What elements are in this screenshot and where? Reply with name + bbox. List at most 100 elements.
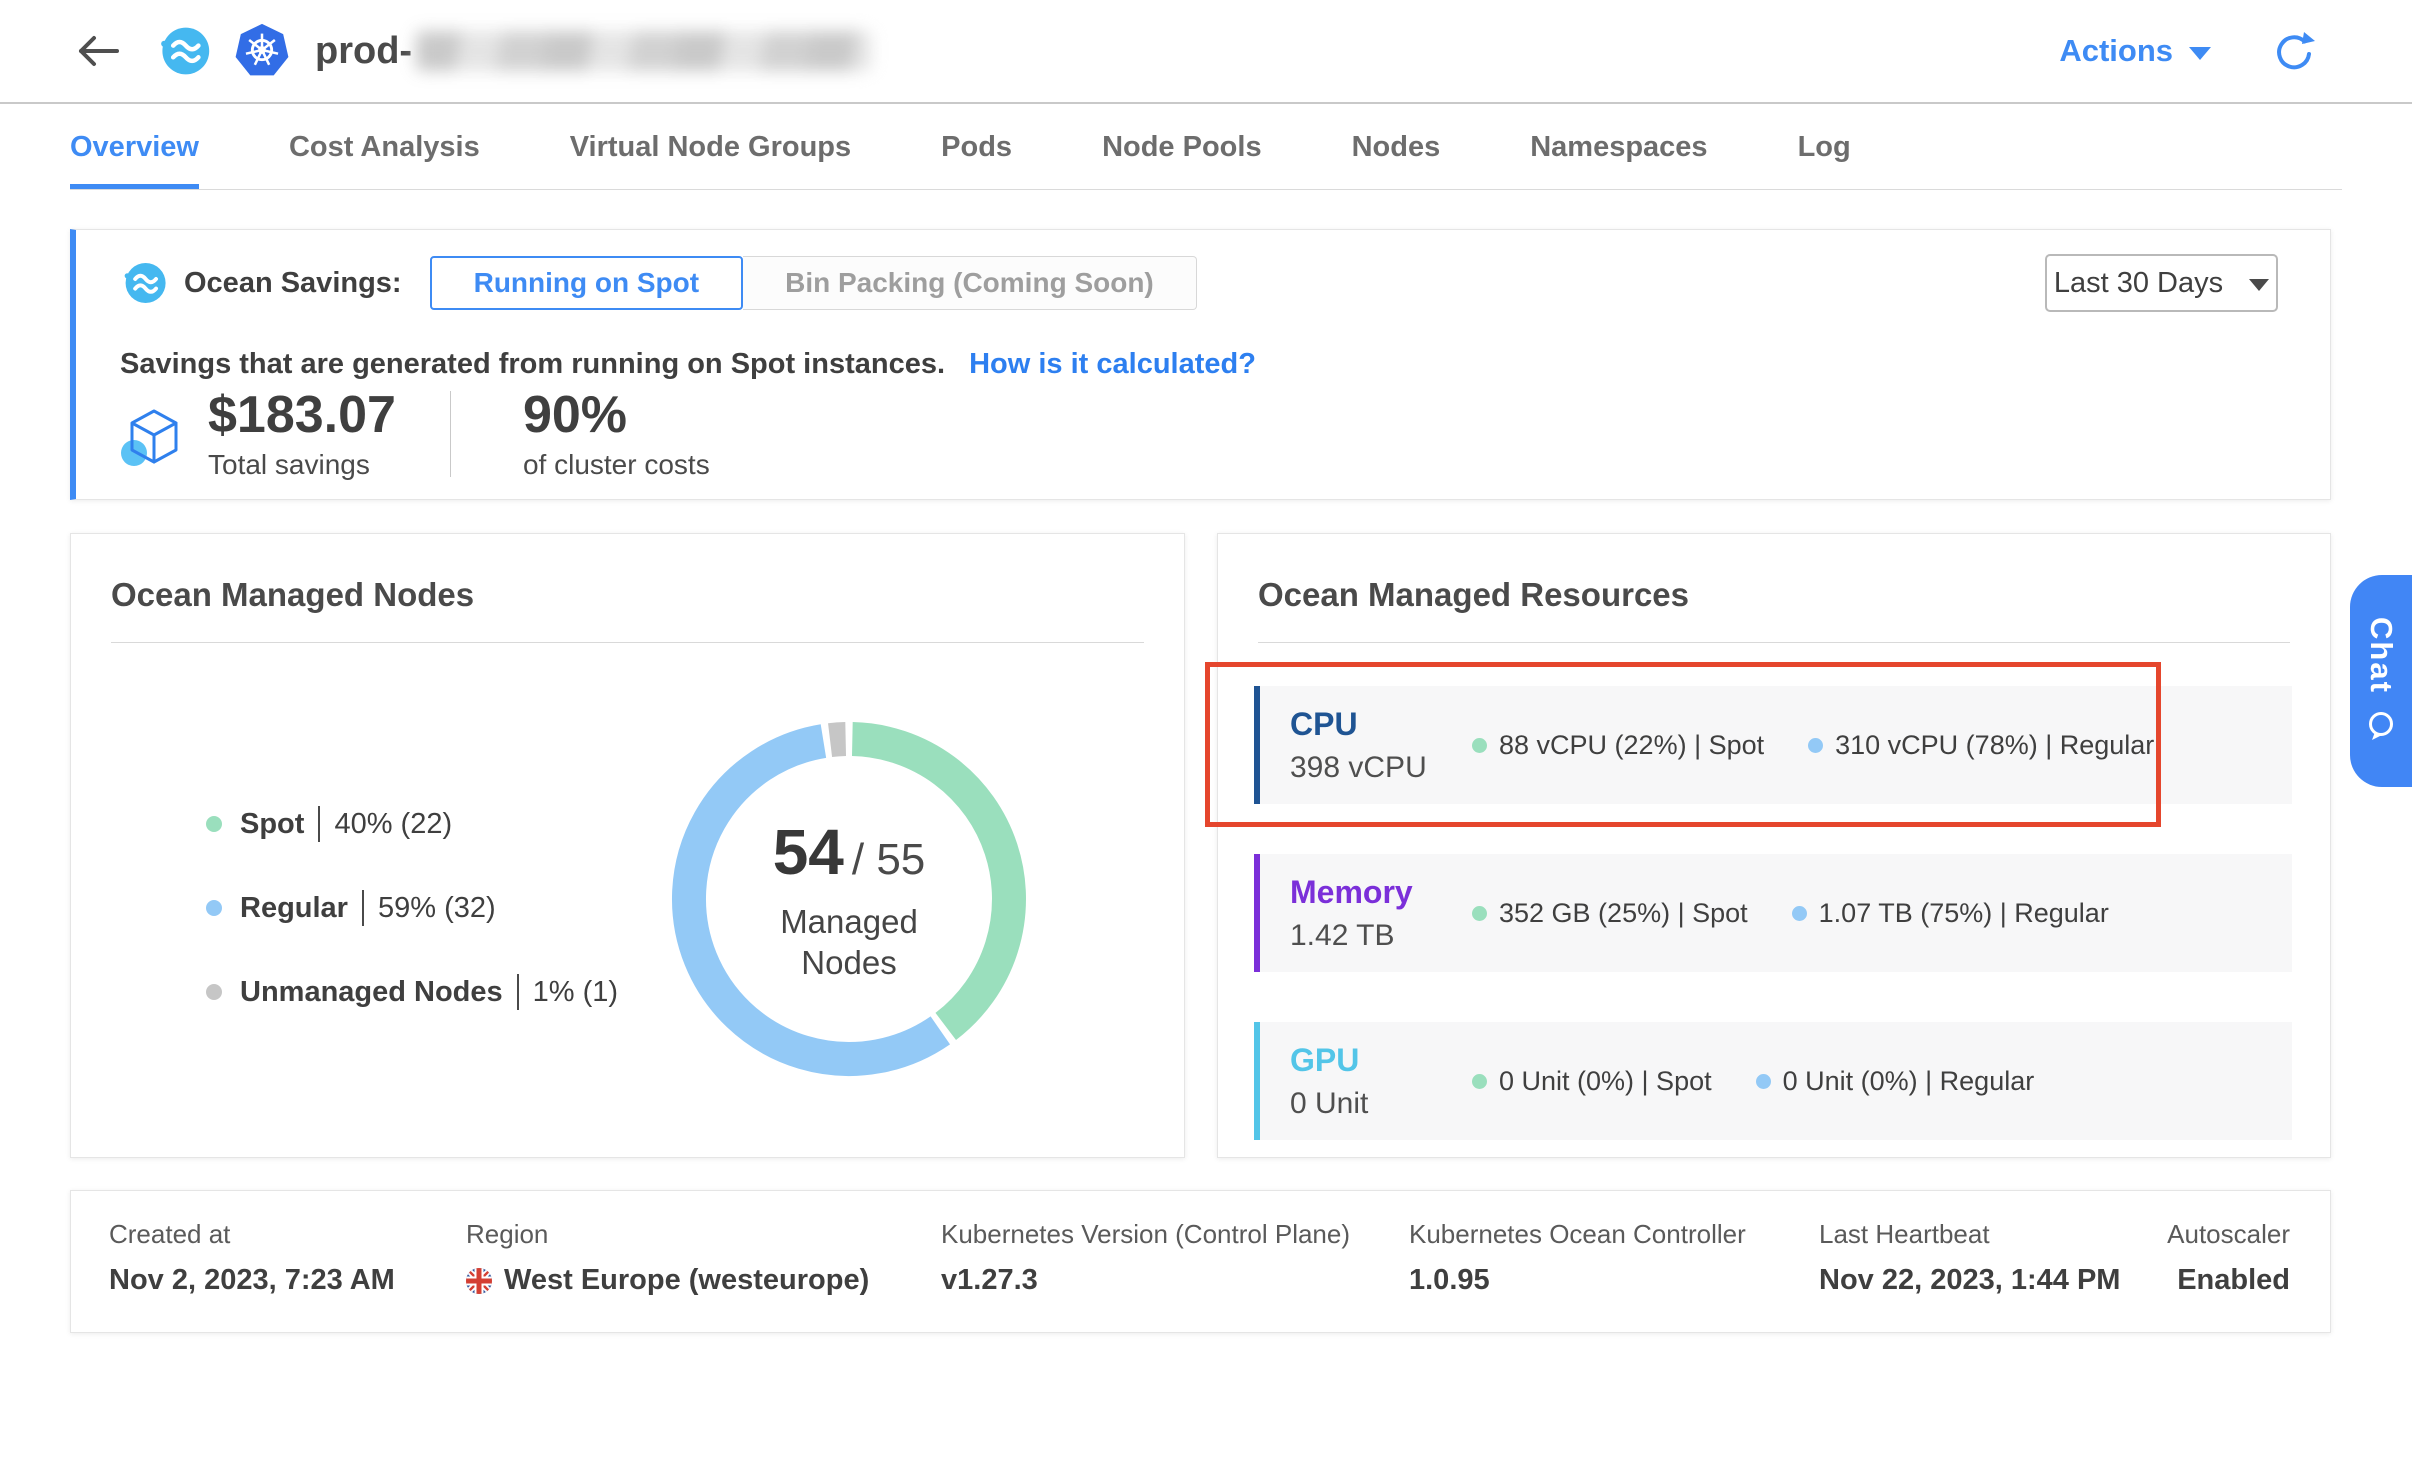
detail-value: Nov 2, 2023, 7:23 AM xyxy=(109,1264,395,1296)
period-dropdown[interactable]: Last 30 Days xyxy=(2045,254,2278,312)
legend-label: Unmanaged Nodes xyxy=(240,975,503,1008)
page-title: prod- xyxy=(315,29,413,72)
legend-value: 59% (32) xyxy=(377,891,496,924)
regular-metric: 1.07 TB (75%) | Regular xyxy=(1791,898,2109,929)
managed-nodes-count: 54 xyxy=(772,815,844,888)
legend-separator xyxy=(361,890,364,926)
resource-total: 398 vCPU xyxy=(1290,750,1427,784)
ocean-logo-icon xyxy=(161,27,210,75)
legend-label: Regular xyxy=(240,891,348,924)
savings-header-row: Ocean Savings: Running on Spot Bin Packin… xyxy=(120,256,1197,310)
resource-name: CPU xyxy=(1290,705,1358,742)
uk-flag-icon xyxy=(466,1267,492,1294)
legend-separator xyxy=(516,974,519,1010)
detail-value: v1.27.3 xyxy=(941,1264,1038,1296)
resource-row-memory: Memory 1.42 TB 352 GB (25%) | Spot 1.07 TB … xyxy=(1254,854,2292,972)
resource-row-gpu: GPU 0 Unit 0 Unit (0%) | Spot 0 Unit (0%) |… xyxy=(1254,1022,2292,1140)
total-savings-stat: $183.07 Total savings xyxy=(208,388,396,481)
tab-nodes[interactable]: Nodes xyxy=(1351,131,1441,163)
legend-item-unmanaged-nodes: Unmanaged Nodes 1% (1) xyxy=(206,974,618,1010)
resource-row-cpu: CPU 398 vCPU 88 vCPU (22%) | Spot 310 vCPU … xyxy=(1254,686,2292,804)
donut-center-text: 54 / 55 Managed Nodes xyxy=(659,709,1039,1089)
header: prod- Actions xyxy=(0,0,2412,104)
detail-label: Autoscaler xyxy=(2167,1219,2290,1249)
savings-cube-icon xyxy=(121,409,178,467)
chat-button[interactable]: Chat xyxy=(2350,575,2412,787)
savings-description-text: Savings that are generated from running … xyxy=(120,348,946,380)
cluster-cost-value: 90% xyxy=(522,386,628,444)
detail-value: 1.0.95 xyxy=(1409,1264,1490,1296)
cluster-cost-label: of cluster costs xyxy=(522,448,710,480)
detail-created-at: Created at Nov 2, 2023, 7:23 AM xyxy=(109,1219,395,1297)
donut-segment-unmanaged-nodes xyxy=(828,722,847,758)
regular-metric: 0 Unit (0%) | Regular xyxy=(1755,1066,2034,1097)
header-actions: Actions xyxy=(2059,29,2412,73)
ocean-savings-banner: Ocean Savings: Running on Spot Bin Packin… xyxy=(70,229,2331,500)
resource-metrics: 88 vCPU (22%) | Spot 310 vCPU (78%) | Reg… xyxy=(1472,730,2154,761)
legend-value: 40% (22) xyxy=(334,807,453,840)
spot-metric: 352 GB (25%) | Spot xyxy=(1472,898,1748,929)
detail-label: Kubernetes Ocean Controller xyxy=(1409,1219,1746,1249)
tab-cost-analysis[interactable]: Cost Analysis xyxy=(288,131,480,163)
total-savings-value: $183.07 xyxy=(208,386,396,444)
managed-nodes-label: Managed Nodes xyxy=(780,902,918,981)
total-savings-label: Total savings xyxy=(208,448,370,480)
resource-name: GPU xyxy=(1290,1041,1360,1078)
chevron-down-icon xyxy=(2249,278,2270,291)
detail-value: West Europe (westeurope) xyxy=(466,1264,869,1297)
resource-name-block: CPU 398 vCPU xyxy=(1290,706,1472,785)
stat-divider xyxy=(449,391,451,478)
toggle-bin-packing-coming-soon-[interactable]: Bin Packing (Coming Soon) xyxy=(743,256,1197,310)
period-dropdown-value: Last 30 Days xyxy=(2053,266,2224,299)
detail-label: Region xyxy=(466,1219,549,1249)
tab-node-pools[interactable]: Node Pools xyxy=(1102,131,1262,163)
detail-value: Nov 22, 2023, 1:44 PM xyxy=(1819,1264,2121,1296)
legend-dot-icon xyxy=(206,984,222,1000)
tab-log[interactable]: Log xyxy=(1797,131,1851,163)
savings-stats: $183.07 Total savings 90% of cluster cos… xyxy=(120,388,710,481)
actions-button[interactable]: Actions xyxy=(2059,33,2211,69)
legend-dot-icon xyxy=(206,816,222,832)
tab-pods[interactable]: Pods xyxy=(941,131,1013,163)
managed-nodes-title: Ocean Managed Nodes xyxy=(111,576,475,613)
spot-dot-icon xyxy=(1472,1073,1487,1089)
detail-kubernetes-version-control-plane-: Kubernetes Version (Control Plane) v1.27.… xyxy=(941,1219,1350,1297)
divider xyxy=(111,642,1144,643)
resource-total: 0 Unit xyxy=(1290,1086,1369,1120)
resource-name-block: GPU 0 Unit xyxy=(1290,1042,1472,1121)
actions-label: Actions xyxy=(2059,33,2173,68)
donut-segment-regular xyxy=(672,724,950,1076)
detail-label: Kubernetes Version (Control Plane) xyxy=(941,1219,1351,1249)
managed-nodes-total: / 55 xyxy=(851,834,926,884)
managed-resources-title: Ocean Managed Resources xyxy=(1258,576,1689,613)
tab-virtual-node-groups[interactable]: Virtual Node Groups xyxy=(569,131,852,163)
savings-section-label: Ocean Savings: xyxy=(184,266,402,299)
back-arrow-button[interactable] xyxy=(75,33,121,69)
resource-metrics: 0 Unit (0%) | Spot 0 Unit (0%) | Regular xyxy=(1472,1066,2034,1097)
chat-bubble-icon xyxy=(2369,712,2393,741)
tab-overview[interactable]: Overview xyxy=(70,131,199,189)
legend-item-spot: Spot 40% (22) xyxy=(206,806,618,842)
legend-item-regular: Regular 59% (32) xyxy=(206,890,618,926)
regular-metric: 310 vCPU (78%) | Regular xyxy=(1808,730,2154,761)
how-calculated-link[interactable]: How is it calculated? xyxy=(969,348,1256,380)
detail-autoscaler: Autoscaler Enabled xyxy=(2167,1219,2290,1297)
regular-dot-icon xyxy=(1755,1073,1771,1089)
toggle-running-on-spot[interactable]: Running on Spot xyxy=(429,256,744,310)
divider xyxy=(1258,642,2290,643)
savings-description: Savings that are generated from running … xyxy=(120,348,1256,381)
tab-namespaces[interactable]: Namespaces xyxy=(1530,131,1708,163)
legend-dot-icon xyxy=(206,900,222,916)
spot-metric: 88 vCPU (22%) | Spot xyxy=(1472,730,1764,761)
legend-label: Spot xyxy=(240,807,305,840)
refresh-button[interactable] xyxy=(2273,29,2317,73)
chevron-down-icon xyxy=(2189,46,2211,60)
ocean-managed-nodes-card: Ocean Managed Nodes Spot 40% (22) Regular 5… xyxy=(70,533,1185,1158)
detail-label: Last Heartbeat xyxy=(1819,1219,1990,1249)
detail-last-heartbeat: Last Heartbeat Nov 22, 2023, 1:44 PM xyxy=(1819,1219,2120,1297)
legend-separator xyxy=(318,806,321,842)
resource-metrics: 352 GB (25%) | Spot 1.07 TB (75%) | Regul… xyxy=(1472,898,2109,929)
detail-region: Region West Europe (westeurope) xyxy=(466,1219,869,1297)
legend-value: 1% (1) xyxy=(532,975,619,1008)
